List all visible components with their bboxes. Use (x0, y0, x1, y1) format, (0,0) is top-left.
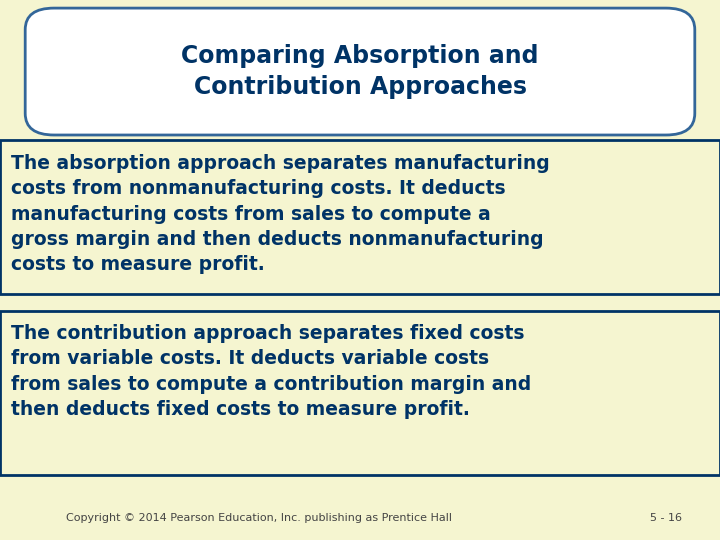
FancyBboxPatch shape (0, 140, 720, 294)
Text: The absorption approach separates manufacturing
costs from nonmanufacturing cost: The absorption approach separates manufa… (11, 154, 549, 274)
Text: 5 - 16: 5 - 16 (650, 514, 682, 523)
Text: Comparing Absorption and
Contribution Approaches: Comparing Absorption and Contribution Ap… (181, 44, 539, 99)
FancyBboxPatch shape (0, 310, 720, 475)
FancyBboxPatch shape (25, 8, 695, 135)
Text: Copyright © 2014 Pearson Education, Inc. publishing as Prentice Hall: Copyright © 2014 Pearson Education, Inc.… (66, 514, 452, 523)
Text: The contribution approach separates fixed costs
from variable costs. It deducts : The contribution approach separates fixe… (11, 324, 531, 419)
